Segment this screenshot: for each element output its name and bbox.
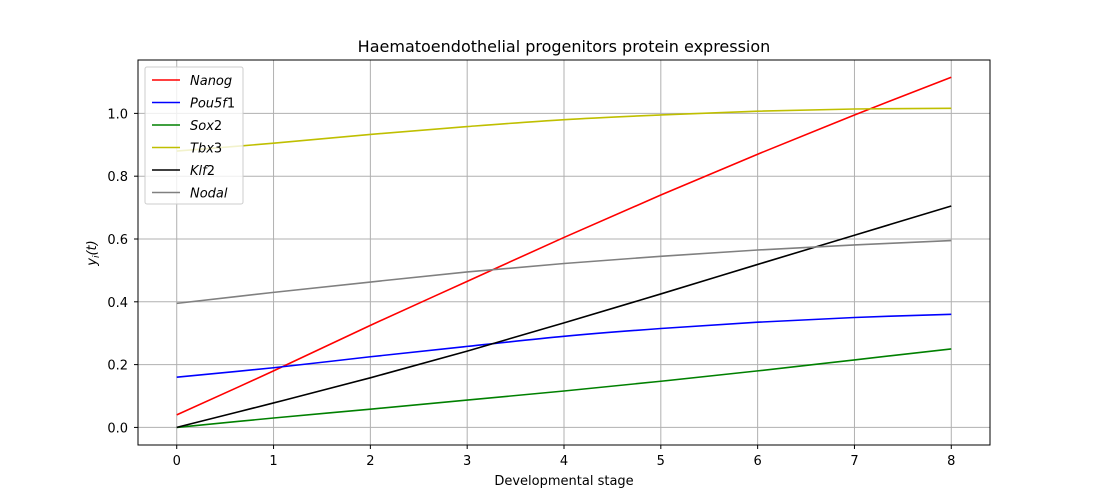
y-axis-ticks: 0.0 0.2 0.4 0.6 0.8 1.0 [107,107,138,436]
y-tick-label: 0.8 [107,170,128,185]
legend-label-pou5f1: Pou5f1 [190,97,235,112]
chart-title: Haematoendothelial progenitors protein e… [358,37,771,56]
y-axis-label: yi(t) [85,240,102,266]
x-tick-label: 7 [850,454,858,469]
x-tick-label: 1 [269,454,277,469]
x-axis-label: Developmental stage [494,474,633,489]
y-tick-label: 0.4 [107,296,128,311]
series-line-sox2 [176,348,952,429]
y-tick-label: 0.0 [107,421,128,436]
x-tick-label: 0 [173,454,181,469]
series-line-klf2 [176,205,952,429]
legend-label-klf2: Klf2 [190,164,215,179]
legend-label-tbx3: Tbx3 [190,142,222,157]
y-axis-label-suffix: (t) [85,240,100,255]
x-tick-label: 5 [657,454,665,469]
series-lines [176,76,952,429]
grid [138,60,990,445]
series-line-nanog [176,76,952,416]
x-tick-label: 8 [947,454,955,469]
x-tick-label: 2 [366,454,374,469]
y-tick-label: 0.2 [107,359,128,374]
legend-label-nanog: Nanog [190,74,232,89]
x-tick-label: 4 [560,454,568,469]
y-axis-label-main: y [85,258,100,267]
y-axis-label-sub: i [92,255,102,258]
series-line-nodal [176,239,952,305]
x-tick-label: 6 [753,454,761,469]
y-tick-label: 1.0 [107,107,128,122]
legend: Nanog Pou5f1 Sox2 Tbx3 Klf2 Nodal [144,66,244,205]
series-line-pou5f1 [176,313,952,378]
series-line-tbx3 [176,107,952,152]
legend-label-nodal: Nodal [190,187,228,202]
x-axis-ticks: 0 1 2 3 4 5 6 7 8 [173,445,955,469]
legend-label-sox2: Sox2 [190,119,222,134]
x-tick-label: 3 [463,454,471,469]
y-tick-label: 0.6 [107,233,128,248]
